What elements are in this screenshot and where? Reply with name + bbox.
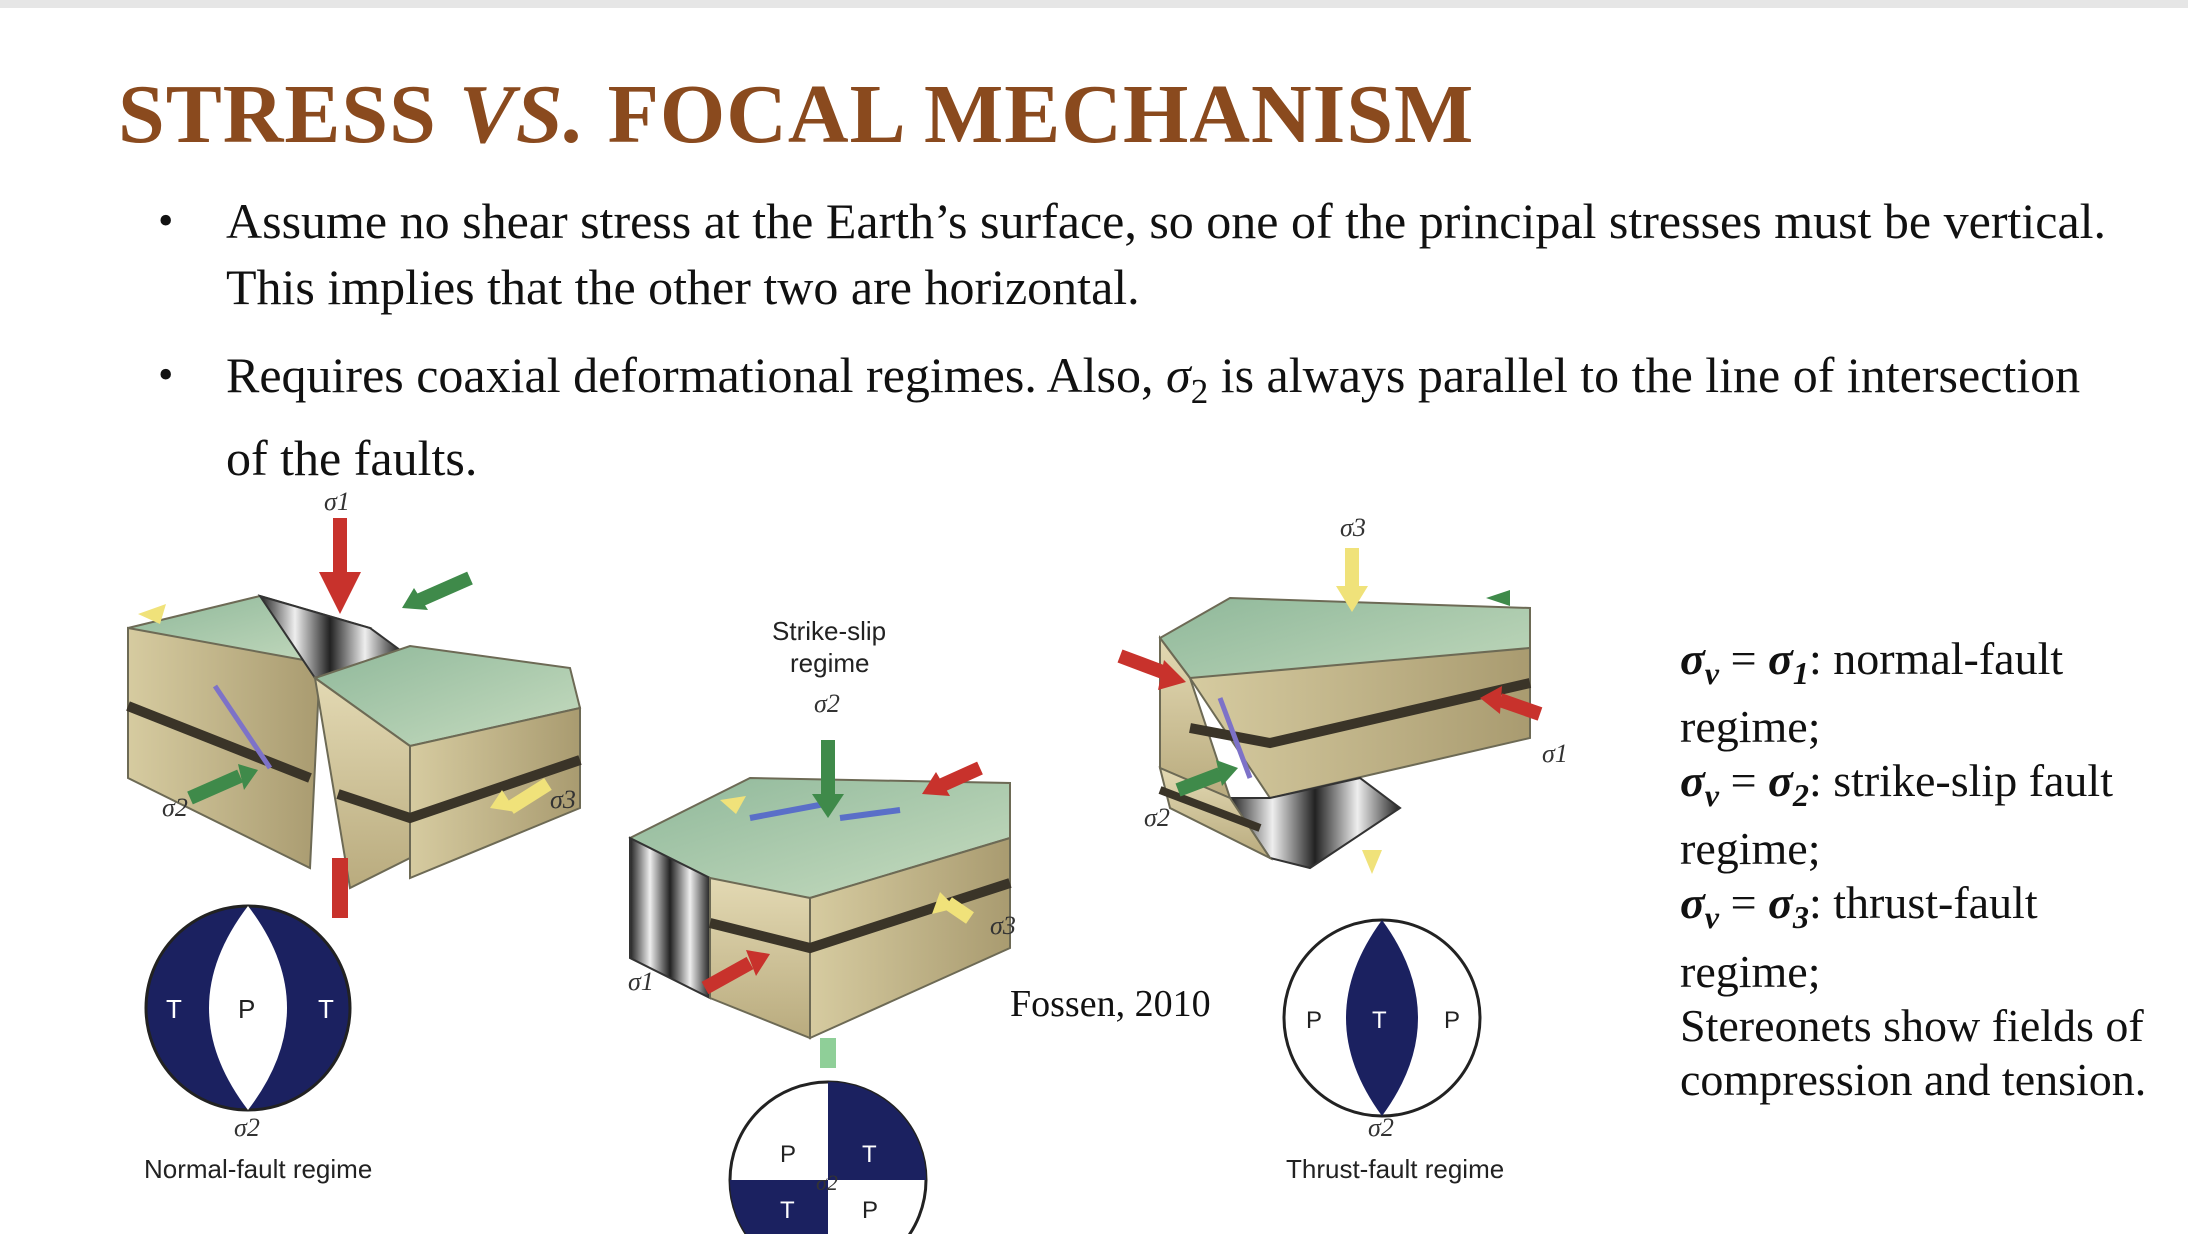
normal-sigma3-label: σ3 bbox=[550, 785, 576, 814]
top-bar bbox=[0, 0, 2188, 8]
thrust-stereonet bbox=[1282, 918, 1482, 1118]
strike-caption-line2: regime bbox=[790, 648, 869, 678]
legend-tail: Stereonets show fields of compression an… bbox=[1680, 999, 2147, 1105]
strike-net-bl: T bbox=[780, 1197, 795, 1224]
normal-caption: Normal-fault regime bbox=[144, 1154, 372, 1184]
strike-stereonet bbox=[728, 1080, 928, 1234]
legend-row-strike-slip: σv = σ2: strike-slip fault regime; bbox=[1680, 755, 2113, 875]
normal-net-left: T bbox=[166, 994, 182, 1024]
thrust-net-center: T bbox=[1372, 1007, 1387, 1034]
strike-net-tl: P bbox=[780, 1141, 796, 1168]
fault-regime-figure: σ1 σ2 σ3 T P T σ2 Normal-fault regime St… bbox=[126, 487, 1568, 1234]
strike-sigma3-label: σ3 bbox=[990, 911, 1016, 940]
strike-sigma2-label: σ2 bbox=[814, 689, 840, 718]
thrust-net-sigma2: σ2 bbox=[1368, 1113, 1394, 1142]
normal-stereonet bbox=[144, 904, 352, 1112]
strike-slip-block bbox=[628, 740, 1012, 1068]
thrust-fault-block bbox=[1117, 548, 1543, 874]
slide-title: STRESS VS. FOCAL MECHANISM bbox=[118, 68, 1475, 161]
strike-sigma1-label: σ1 bbox=[628, 967, 654, 996]
legend-row-normal: σv = σ1: normal-fault regime; bbox=[1680, 633, 2064, 753]
thrust-caption: Thrust-fault regime bbox=[1286, 1154, 1504, 1184]
normal-net-sigma2: σ2 bbox=[234, 1113, 260, 1142]
strike-net-br: P bbox=[862, 1197, 878, 1224]
bullet-item-1: • Assume no shear stress at the Earth’s … bbox=[150, 188, 2110, 320]
strike-net-tr: T bbox=[862, 1141, 877, 1168]
thrust-sigma2-side-label: σ2 bbox=[1144, 803, 1170, 832]
normal-sigma1-label: σ1 bbox=[324, 487, 350, 516]
normal-sigma2-side-label: σ2 bbox=[162, 793, 188, 822]
figure-credit: Fossen, 2010 bbox=[1010, 983, 1211, 1025]
bullet-list: • Assume no shear stress at the Earth’s … bbox=[150, 188, 2110, 513]
legend-row-thrust: σv = σ3: thrust-fault regime; bbox=[1680, 877, 2038, 997]
regime-legend: σv = σ1: normal-fault regime; σv = σ2: s… bbox=[1680, 632, 2160, 1107]
normal-net-right: T bbox=[318, 994, 334, 1024]
normal-fault-block bbox=[126, 518, 582, 918]
normal-net-center: P bbox=[238, 994, 255, 1024]
strike-net-sigma2: σ2 bbox=[816, 1170, 838, 1195]
thrust-net-left: P bbox=[1306, 1007, 1322, 1034]
strike-caption-line1: Strike-slip bbox=[772, 616, 886, 646]
bullet-dot: • bbox=[158, 350, 174, 399]
thrust-net-right: P bbox=[1444, 1007, 1460, 1034]
bullet-dot: • bbox=[158, 196, 174, 245]
thrust-sigma1-label: σ1 bbox=[1542, 739, 1568, 768]
bullet-item-2: • Requires coaxial deformational regimes… bbox=[150, 342, 2110, 491]
thrust-sigma3-label: σ3 bbox=[1340, 513, 1366, 542]
title-italic: VS. bbox=[458, 68, 586, 161]
